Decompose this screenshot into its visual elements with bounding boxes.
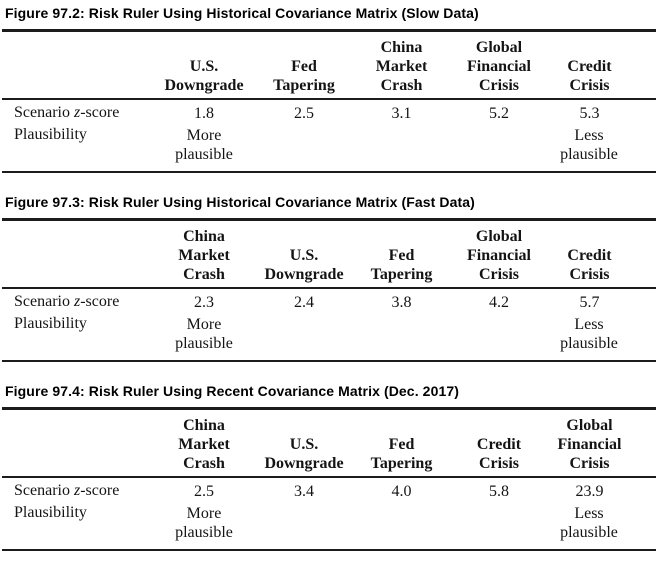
column-header: U.S. Downgrade [164,58,244,94]
figure-title: Figure 97.3: Risk Ruler Using Historical… [5,194,475,210]
header-row: China Market Crash U.S. Downgrade Fed Ta… [2,408,656,478]
zscore-row: Scenario z-score 1.8 2.5 3.1 5.2 5.3 [2,99,656,125]
plausibility-value: Less plausible [560,127,618,163]
plausibility-row: Plausibility More plausible Less plausib… [2,503,656,550]
header-row: U.S. Downgrade Fed Tapering China Market… [2,30,656,100]
plausibility-value: More plausible [175,316,233,352]
plausibility-value [449,125,549,172]
column-header: Credit Crisis [476,436,522,472]
column-header: Fed Tapering [370,247,433,283]
zscore-value: 5.7 [579,294,600,311]
column-header: China Market Crash [178,417,230,472]
plausibility-value: More plausible [175,127,233,163]
plausibility-row: Plausibility More plausible Less plausib… [2,125,656,172]
column-header: U.S. Downgrade [264,247,344,283]
plausibility-row-label: Plausibility [14,504,87,521]
zscore-label-prefix: Scenario [14,104,74,121]
figure-97-4: Figure 97.4: Risk Ruler Using Recent Cov… [2,383,656,551]
figure-title: Figure 97.4: Risk Ruler Using Recent Cov… [5,383,459,399]
column-header: China Market Crash [375,39,428,94]
zscore-value: 3.4 [294,483,314,500]
zscore-value: 23.9 [575,483,604,500]
plausibility-value [254,503,354,550]
column-header: U.S. Downgrade [264,436,344,472]
plausibility-row: Plausibility More plausible Less plausib… [2,314,656,361]
zscore-label-z: z [73,104,81,121]
risk-ruler-table-recent: China Market Crash U.S. Downgrade Fed Ta… [2,407,656,551]
zscore-label-suffix: -score [80,293,120,310]
column-header: Credit Crisis [567,58,612,94]
figure-97-3: Figure 97.3: Risk Ruler Using Historical… [2,194,656,362]
document-page: Figure 97.2: Risk Ruler Using Historical… [2,5,656,551]
zscore-row-label: Scenario z-score [2,99,154,125]
zscore-row-label: Scenario z-score [2,477,154,503]
zscore-value: 2.4 [294,294,314,311]
figure-97-2: Figure 97.2: Risk Ruler Using Historical… [2,5,656,173]
zscore-row-label: Scenario z-score [2,288,154,314]
plausibility-row-label: Plausibility [14,126,87,143]
zscore-label-suffix: -score [80,482,120,499]
zscore-label-prefix: Scenario [14,293,74,310]
plausibility-value: Less plausible [560,316,618,352]
zscore-value: 2.3 [194,294,214,311]
corner-cell [2,409,154,478]
column-header: Fed Tapering [370,436,433,472]
figure-title: Figure 97.2: Risk Ruler Using Historical… [5,5,479,21]
risk-ruler-table-fast-data: China Market Crash U.S. Downgrade Fed Ta… [2,218,656,362]
column-header: China Market Crash [178,228,230,283]
zscore-value: 3.1 [391,105,412,122]
zscore-row: Scenario z-score 2.5 3.4 4.0 5.8 23.9 [2,477,656,503]
column-header: Fed Tapering [273,58,335,94]
plausibility-value [254,314,354,361]
plausibility-value [449,503,549,550]
zscore-value: 2.5 [294,105,314,122]
zscore-value: 5.8 [489,483,509,500]
corner-cell [2,220,154,289]
plausibility-value [254,125,354,172]
zscore-value: 5.2 [489,105,509,122]
zscore-value: 1.8 [194,105,214,122]
zscore-value: 4.2 [489,294,509,311]
zscore-label-z: z [73,293,81,310]
plausibility-value [354,503,449,550]
plausibility-value: More plausible [175,505,233,541]
plausibility-value: Less plausible [560,505,618,541]
plausibility-value [354,125,449,172]
corner-cell [2,31,154,100]
zscore-label-suffix: -score [80,104,120,121]
plausibility-value [354,314,449,361]
plausibility-row-label: Plausibility [14,315,87,332]
header-row: China Market Crash U.S. Downgrade Fed Ta… [2,219,656,289]
risk-ruler-table-slow-data: U.S. Downgrade Fed Tapering China Market… [2,29,656,173]
zscore-value: 5.3 [579,105,600,122]
zscore-label-z: z [73,482,81,499]
zscore-value: 3.8 [391,294,412,311]
column-header: Credit Crisis [567,247,612,283]
zscore-value: 4.0 [391,483,412,500]
zscore-value: 2.5 [194,483,214,500]
plausibility-value [449,314,549,361]
column-header: Global Financial Crisis [557,417,622,472]
zscore-label-prefix: Scenario [14,482,74,499]
column-header: Global Financial Crisis [466,39,531,94]
zscore-row: Scenario z-score 2.3 2.4 3.8 4.2 5.7 [2,288,656,314]
column-header: Global Financial Crisis [466,228,531,283]
